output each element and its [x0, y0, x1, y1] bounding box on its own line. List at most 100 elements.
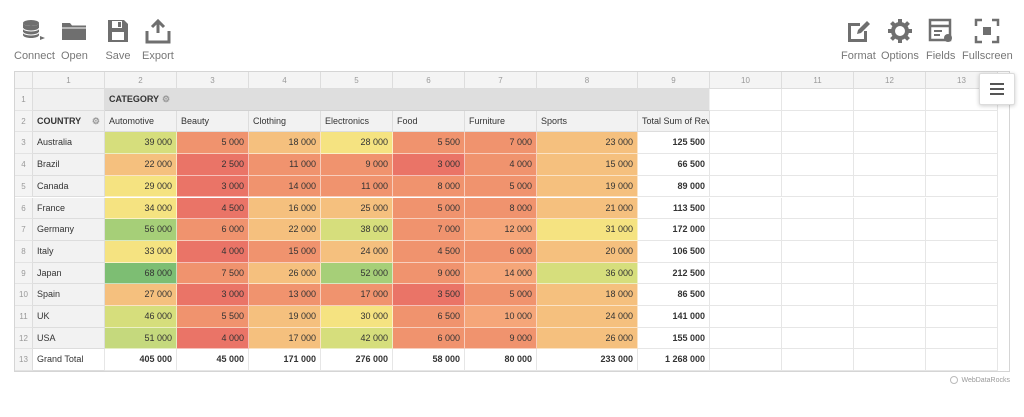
- value-cell[interactable]: 8 000: [393, 175, 465, 198]
- value-cell[interactable]: 5 000: [465, 284, 537, 306]
- value-cell[interactable]: 2 500: [177, 154, 249, 176]
- value-cell[interactable]: 42 000: [321, 327, 393, 350]
- grand-total-cell[interactable]: 233 000: [537, 349, 638, 371]
- value-cell[interactable]: 9 000: [321, 154, 393, 176]
- column-header-clothing[interactable]: Clothing: [249, 110, 321, 133]
- value-cell[interactable]: 24 000: [537, 306, 638, 328]
- value-cell[interactable]: 8 000: [465, 197, 537, 220]
- grid-menu-button[interactable]: [979, 73, 1015, 105]
- value-cell[interactable]: 52 000: [321, 262, 393, 285]
- value-cell[interactable]: 6 000: [465, 240, 537, 263]
- grand-total-cell[interactable]: 276 000: [321, 349, 393, 371]
- value-cell[interactable]: 3 000: [177, 175, 249, 198]
- value-cell[interactable]: 68 000: [105, 262, 177, 285]
- value-cell[interactable]: 5 000: [465, 175, 537, 198]
- grand-total-cell[interactable]: 80 000: [465, 349, 537, 371]
- value-cell[interactable]: 3 000: [393, 154, 465, 176]
- value-cell[interactable]: 46 000: [105, 306, 177, 328]
- value-cell[interactable]: 5 000: [177, 132, 249, 155]
- row-header-country[interactable]: Brazil: [33, 154, 105, 176]
- value-cell[interactable]: 25 000: [321, 197, 393, 220]
- value-cell[interactable]: 23 000: [537, 132, 638, 155]
- value-cell[interactable]: 15 000: [249, 240, 321, 263]
- row-header-country[interactable]: Italy: [33, 240, 105, 263]
- value-cell[interactable]: 34 000: [105, 197, 177, 220]
- row-total-cell[interactable]: 212 500: [638, 262, 710, 285]
- fields-button[interactable]: Fields: [926, 18, 955, 66]
- value-cell[interactable]: 14 000: [249, 175, 321, 198]
- row-total-cell[interactable]: 172 000: [638, 219, 710, 241]
- value-cell[interactable]: 13 000: [249, 284, 321, 306]
- row-header-country[interactable]: Germany: [33, 219, 105, 241]
- value-cell[interactable]: 6 500: [393, 306, 465, 328]
- row-total-cell[interactable]: 66 500: [638, 154, 710, 176]
- row-header-country[interactable]: Japan: [33, 262, 105, 285]
- value-cell[interactable]: 21 000: [537, 197, 638, 220]
- row-header-country[interactable]: Australia: [33, 132, 105, 155]
- value-cell[interactable]: 4 000: [465, 154, 537, 176]
- value-cell[interactable]: 17 000: [321, 284, 393, 306]
- value-cell[interactable]: 9 000: [465, 327, 537, 350]
- value-cell[interactable]: 36 000: [537, 262, 638, 285]
- fullscreen-button[interactable]: Fullscreen: [962, 18, 1013, 66]
- value-cell[interactable]: 31 000: [537, 219, 638, 241]
- grand-total-cell[interactable]: 171 000: [249, 349, 321, 371]
- row-header-country[interactable]: Spain: [33, 284, 105, 306]
- value-cell[interactable]: 3 000: [177, 284, 249, 306]
- value-cell[interactable]: 4 500: [393, 240, 465, 263]
- row-total-cell[interactable]: 89 000: [638, 175, 710, 198]
- value-cell[interactable]: 38 000: [321, 219, 393, 241]
- value-cell[interactable]: 3 500: [393, 284, 465, 306]
- value-cell[interactable]: 6 000: [393, 327, 465, 350]
- value-cell[interactable]: 18 000: [249, 132, 321, 155]
- options-button[interactable]: Options: [881, 18, 919, 66]
- row-header-country[interactable]: Canada: [33, 175, 105, 198]
- row-total-cell[interactable]: 106 500: [638, 240, 710, 263]
- value-cell[interactable]: 6 000: [177, 219, 249, 241]
- row-header-country[interactable]: USA: [33, 327, 105, 350]
- row-header-country[interactable]: France: [33, 197, 105, 220]
- column-header-sports[interactable]: Sports: [537, 110, 638, 133]
- value-cell[interactable]: 22 000: [249, 219, 321, 241]
- value-cell[interactable]: 15 000: [537, 154, 638, 176]
- value-cell[interactable]: 20 000: [537, 240, 638, 263]
- row-total-cell[interactable]: 155 000: [638, 327, 710, 350]
- value-cell[interactable]: 18 000: [537, 284, 638, 306]
- value-cell[interactable]: 14 000: [465, 262, 537, 285]
- value-cell[interactable]: 9 000: [393, 262, 465, 285]
- country-settings-icon[interactable]: ⚙: [91, 115, 100, 126]
- connect-button[interactable]: Connect: [14, 18, 55, 66]
- value-cell[interactable]: 29 000: [105, 175, 177, 198]
- row-header-country[interactable]: UK: [33, 306, 105, 328]
- value-cell[interactable]: 7 500: [177, 262, 249, 285]
- value-cell[interactable]: 56 000: [105, 219, 177, 241]
- value-cell[interactable]: 28 000: [321, 132, 393, 155]
- column-header-beauty[interactable]: Beauty: [177, 110, 249, 133]
- open-button[interactable]: Open: [61, 18, 88, 66]
- column-header-automotive[interactable]: Automotive: [105, 110, 177, 133]
- grand-total-cell[interactable]: 1 268 000: [638, 349, 710, 371]
- row-total-cell[interactable]: 86 500: [638, 284, 710, 306]
- grand-total-cell[interactable]: 58 000: [393, 349, 465, 371]
- value-cell[interactable]: 7 000: [393, 219, 465, 241]
- value-cell[interactable]: 19 000: [249, 306, 321, 328]
- country-header[interactable]: COUNTRY ⚙: [33, 110, 105, 133]
- category-settings-icon[interactable]: ⚙: [162, 94, 171, 104]
- export-button[interactable]: Export: [142, 18, 174, 66]
- value-cell[interactable]: 39 000: [105, 132, 177, 155]
- row-total-cell[interactable]: 113 500: [638, 197, 710, 220]
- value-cell[interactable]: 4 000: [177, 240, 249, 263]
- format-button[interactable]: Format: [841, 18, 876, 66]
- value-cell[interactable]: 11 000: [249, 154, 321, 176]
- grand-total-cell[interactable]: 45 000: [177, 349, 249, 371]
- value-cell[interactable]: 51 000: [105, 327, 177, 350]
- row-total-cell[interactable]: 141 000: [638, 306, 710, 328]
- value-cell[interactable]: 11 000: [321, 175, 393, 198]
- value-cell[interactable]: 7 000: [465, 132, 537, 155]
- value-cell[interactable]: 12 000: [465, 219, 537, 241]
- value-cell[interactable]: 27 000: [105, 284, 177, 306]
- value-cell[interactable]: 10 000: [465, 306, 537, 328]
- value-cell[interactable]: 5 500: [393, 132, 465, 155]
- save-button[interactable]: Save: [105, 18, 131, 66]
- column-header-total-sum-of-revenue[interactable]: Total Sum of Revenue: [638, 110, 710, 133]
